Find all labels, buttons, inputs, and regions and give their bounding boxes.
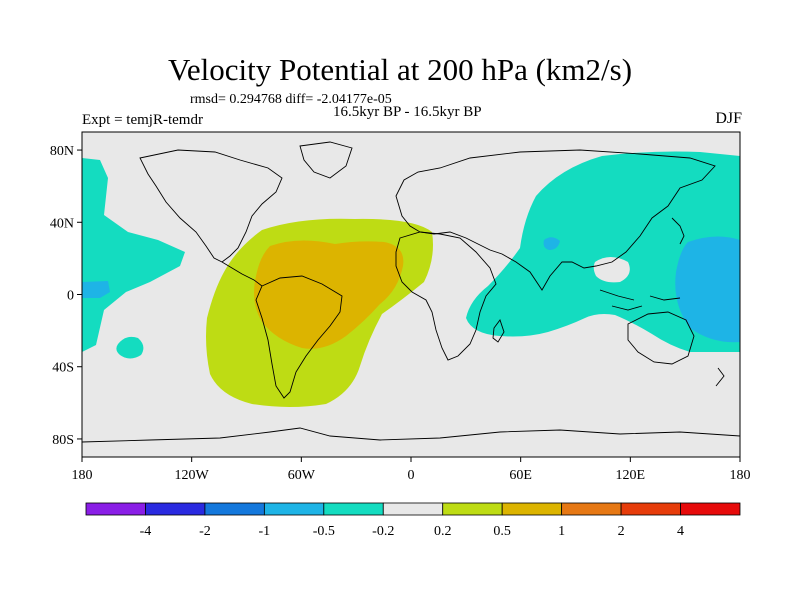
colorbar-label: 4: [677, 524, 684, 539]
plot-title: Velocity Potential at 200 hPa (km2/s): [167, 52, 633, 87]
colorbar-label: -0.5: [313, 524, 335, 539]
colorbar-swatch: [323, 502, 384, 516]
colorbar-swatch: [561, 502, 622, 516]
colorbar-swatch: [680, 502, 741, 516]
colorbar-swatch: [382, 502, 444, 516]
colorbar-swatch: [204, 502, 265, 516]
contour-central-pacific-neg: [82, 158, 185, 352]
lat-tick-label: 40N: [50, 216, 74, 231]
contour-asia-neg: [466, 151, 740, 352]
lon-tick-label: 180: [730, 468, 751, 483]
colorbar-swatch: [145, 502, 206, 516]
coast-north-america: [139, 149, 283, 263]
colorbar-label: 1: [558, 524, 565, 539]
colorbar: -4 -2 -1 -0.5 -0.2 0.2 0.5 1 2 4: [85, 502, 741, 539]
colorbar-label: 0.2: [434, 524, 452, 539]
lon-tick-label: 60W: [288, 468, 316, 483]
experiment-label: Expt = temjR-temdr: [82, 112, 203, 128]
lon-tick-label: 120W: [175, 468, 210, 483]
coast-central-america: [221, 261, 263, 287]
contour-zero-gap: [593, 257, 630, 283]
rmsd-diff-stats: rmsd= 0.294768 diff= -2.04177e-05: [190, 92, 392, 107]
contour-fields: [82, 151, 740, 407]
coast-japan: [671, 217, 685, 245]
latitude-axis: 80N 40N 0 40S 80S: [50, 144, 82, 448]
coast-south-america: [255, 275, 343, 399]
coast-eurasia: [395, 149, 716, 291]
lon-tick-label: 120E: [616, 468, 646, 483]
contour-amazon-core: [254, 240, 404, 349]
contour-tibet-core: [543, 237, 560, 250]
colorbar-swatch: [501, 502, 563, 516]
contour-central-pacific-core: [82, 281, 110, 298]
longitude-axis: 180 120W 60W 0 60E 120E 180: [72, 457, 751, 483]
lon-tick-label: 180: [72, 468, 93, 483]
coastlines: [82, 141, 740, 443]
coast-africa: [395, 231, 497, 361]
lat-tick-label: 80N: [50, 144, 74, 159]
colorbar-swatch: [263, 502, 325, 516]
coast-australia: [627, 311, 695, 365]
colorbar-swatch: [442, 502, 503, 516]
season-label: DJF: [715, 110, 742, 127]
contour-small-pacific-neg: [116, 336, 144, 359]
contour-warm-pool-core: [675, 236, 740, 343]
coast-maritime-continent: [599, 289, 681, 311]
colorbar-swatch: [620, 502, 681, 516]
lon-tick-label: 60E: [509, 468, 532, 483]
period-label: 16.5kyr BP - 16.5kyr BP: [333, 104, 482, 120]
lat-tick-label: 0: [67, 289, 74, 304]
coast-greenland: [299, 141, 353, 179]
colorbar-swatch: [85, 502, 146, 516]
coast-antarctica: [82, 427, 740, 443]
colorbar-label: -0.2: [372, 524, 394, 539]
colorbar-label: -2: [199, 524, 211, 539]
colorbar-label: 2: [618, 524, 625, 539]
coast-madagascar: [492, 319, 505, 343]
lat-tick-label: 80S: [52, 433, 74, 448]
coast-new-zealand: [715, 367, 725, 387]
lon-tick-label: 0: [408, 468, 415, 483]
colorbar-label: -4: [140, 524, 152, 539]
colorbar-label: 0.5: [493, 524, 511, 539]
lat-tick-label: 40S: [52, 361, 74, 376]
colorbar-label: -1: [259, 524, 271, 539]
